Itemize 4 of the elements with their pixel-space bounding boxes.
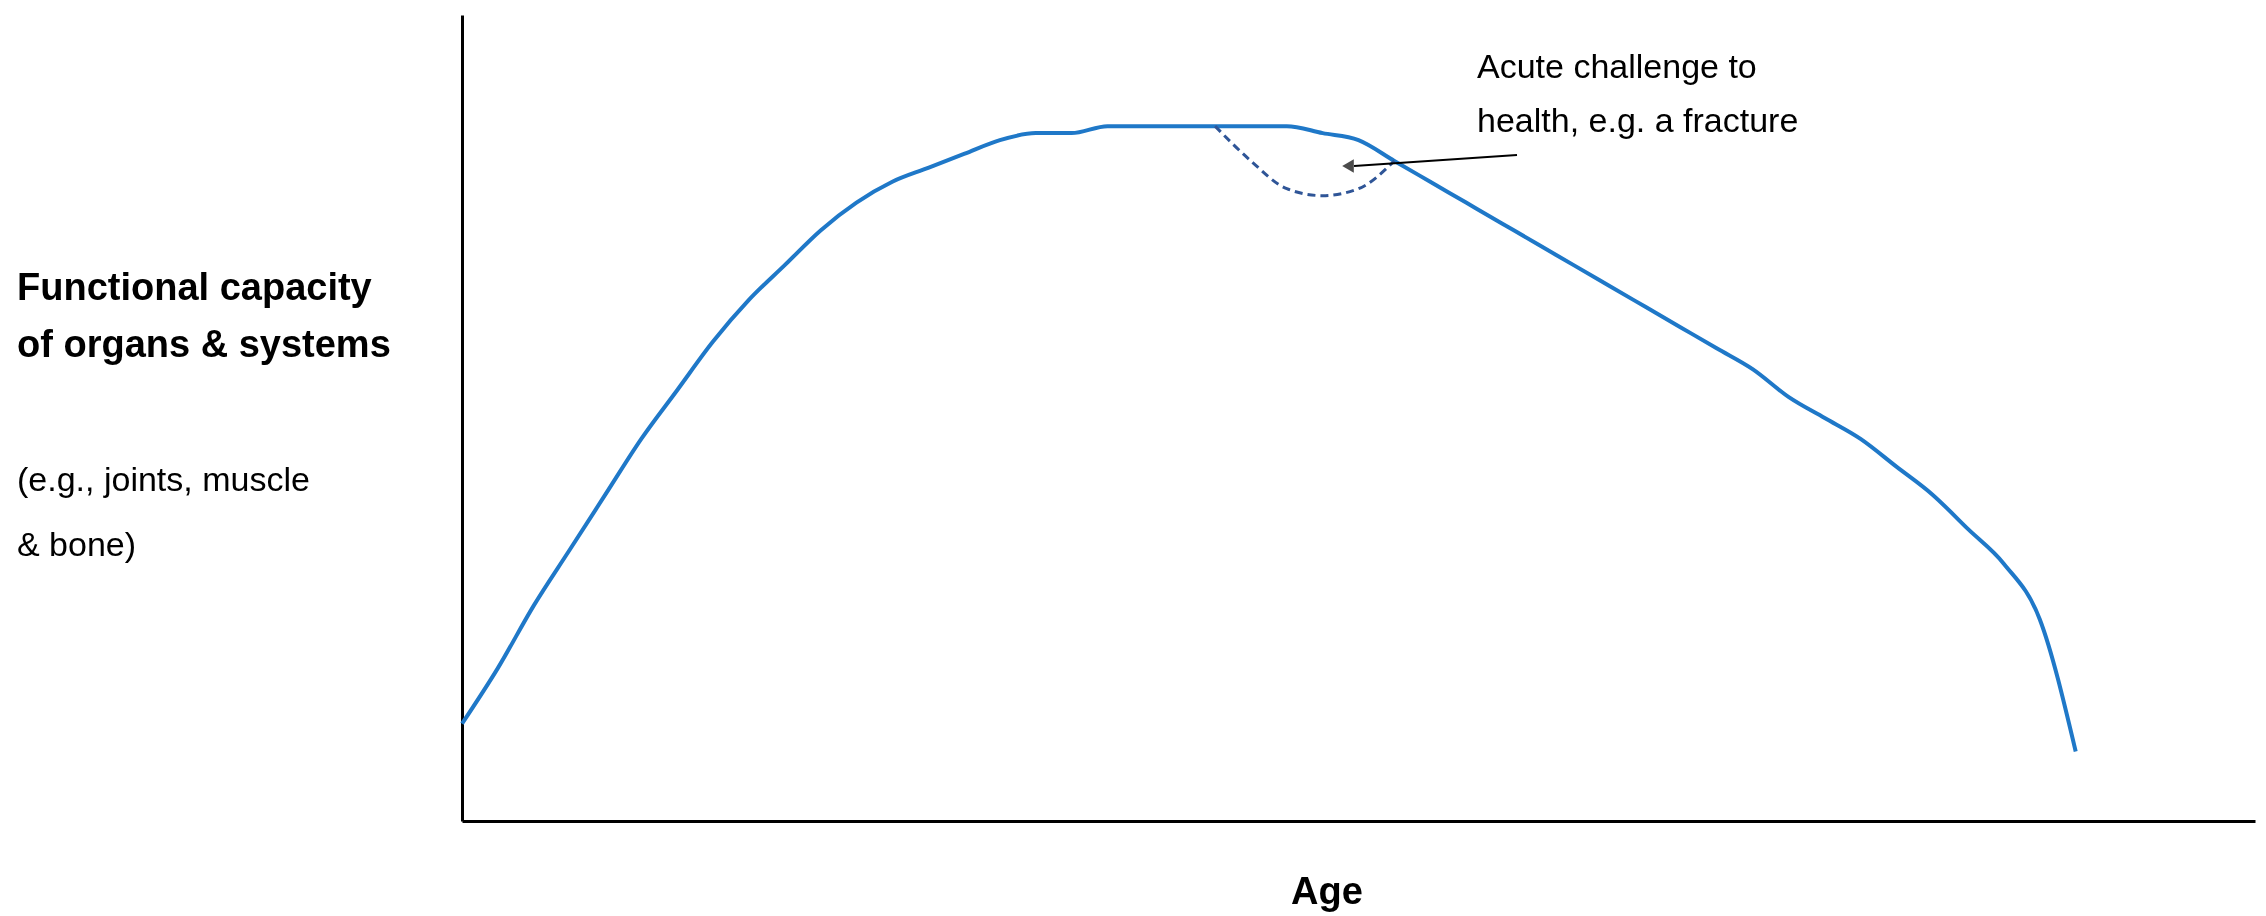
x-axis-title: Age [1291,870,1363,912]
annotation: Acute challenge to health, e.g. a fracture [1477,47,1799,140]
text: (e.g., joints, muscle & bone) [17,460,310,563]
y-axis-title: Functional capacity of organs & systems [17,266,391,365]
